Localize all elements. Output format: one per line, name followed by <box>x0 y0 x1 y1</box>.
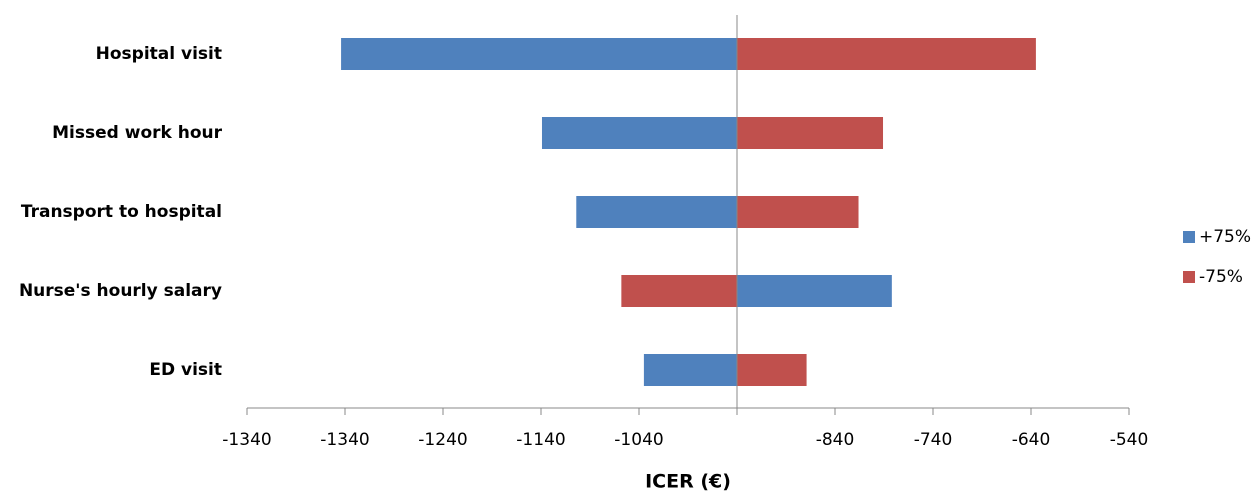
category-label: Transport to hospital <box>21 202 222 222</box>
category-label: ED visit <box>149 360 222 380</box>
bar <box>737 275 892 307</box>
x-tick-label: -840 <box>816 430 855 450</box>
category-label: Hospital visit <box>96 44 222 64</box>
legend-label: -75% <box>1199 267 1243 287</box>
x-tick-label: -1340 <box>320 430 369 450</box>
legend-swatch <box>1183 231 1195 243</box>
bar <box>576 196 737 228</box>
bar <box>541 117 737 149</box>
bar <box>737 354 807 386</box>
x-tick-label: -640 <box>1012 430 1051 450</box>
legend-swatch <box>1183 271 1195 283</box>
category-label: Missed work hour <box>52 123 222 143</box>
x-tick-label: -1240 <box>418 430 467 450</box>
x-tick-label: -1140 <box>516 430 565 450</box>
x-tick-label: -740 <box>914 430 953 450</box>
bar <box>621 275 737 307</box>
bar <box>737 38 1036 70</box>
bar <box>737 117 884 149</box>
legend-label: +75% <box>1199 227 1251 247</box>
bar <box>737 196 859 228</box>
x-tick-label: -1340 <box>222 430 271 450</box>
bar <box>341 38 737 70</box>
x-tick-label: -1040 <box>614 430 663 450</box>
x-axis-title: ICER (€) <box>645 471 731 493</box>
bar <box>643 354 737 386</box>
x-tick-label: -540 <box>1110 430 1149 450</box>
category-label: Nurse's hourly salary <box>19 281 222 301</box>
